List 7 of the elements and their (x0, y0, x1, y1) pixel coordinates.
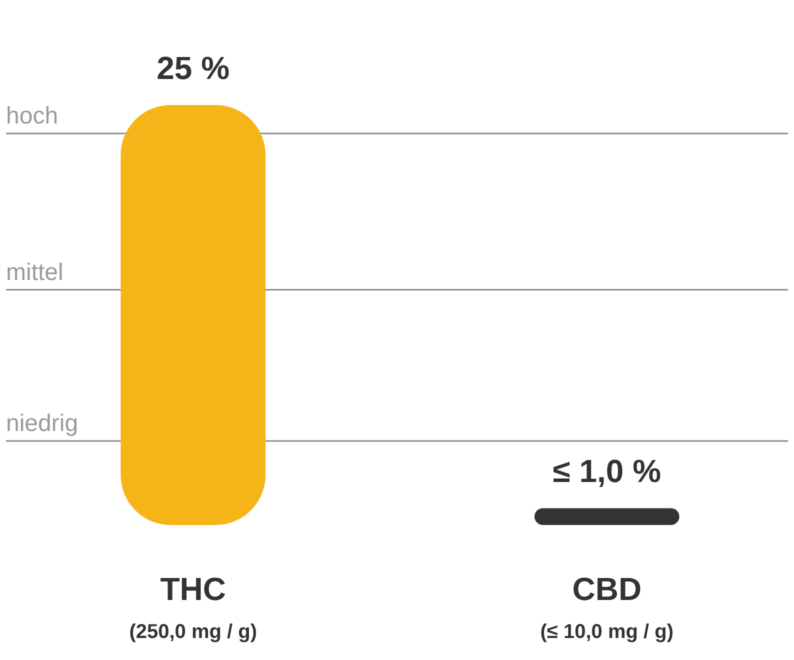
ref-line-label: mittel (6, 258, 64, 286)
data-label: 25 % (156, 50, 230, 86)
x-tick-label: THC (250,0 mg / g) (129, 571, 258, 643)
ref-line-label: hoch (6, 102, 58, 130)
data-label: ≤ 1,0 % (552, 453, 662, 490)
x-tick-label: CBD (≤ 10,0 mg / g) (540, 571, 674, 643)
ref-line-label: niedrig (6, 410, 78, 437)
